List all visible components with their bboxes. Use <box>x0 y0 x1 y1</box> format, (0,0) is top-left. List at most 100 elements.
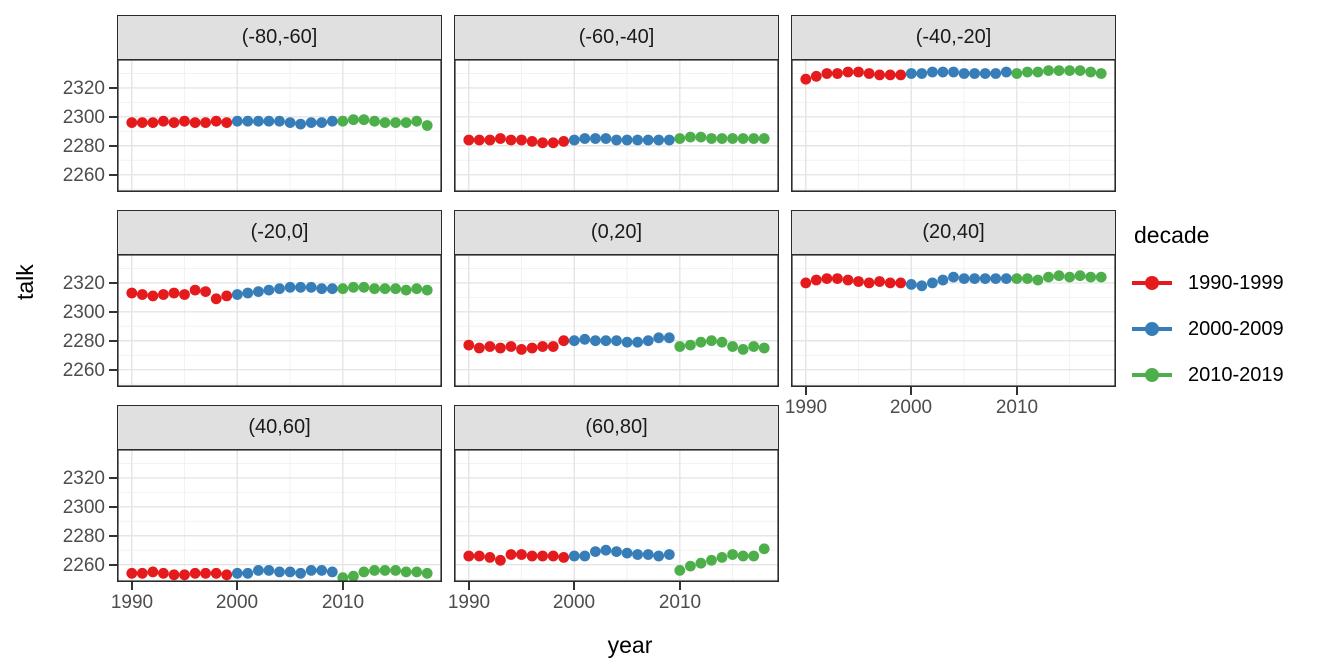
panel-plot-area <box>454 449 779 582</box>
data-point <box>189 117 201 128</box>
data-point <box>126 287 138 299</box>
y-axis-tick-label: 2260 <box>62 165 105 186</box>
data-point <box>505 341 517 352</box>
x-axis-tick-label: 1990 <box>447 592 491 613</box>
data-point <box>200 117 211 128</box>
data-point <box>147 117 159 128</box>
x-axis-tick <box>910 387 912 395</box>
data-point <box>210 293 222 305</box>
data-point <box>358 114 370 126</box>
y-axis-tick-label: 2280 <box>62 526 105 547</box>
data-point <box>126 117 138 128</box>
data-point <box>337 115 349 127</box>
data-point <box>948 271 959 283</box>
data-point <box>253 565 264 576</box>
data-point <box>421 120 433 131</box>
data-point <box>905 279 917 290</box>
data-point <box>253 286 264 297</box>
data-point <box>653 550 665 562</box>
data-point <box>927 277 938 289</box>
y-axis-tick <box>109 340 117 342</box>
panel-plot-area <box>117 449 442 582</box>
data-point <box>400 284 412 296</box>
legend-entry: 2010-2019 <box>1130 359 1284 391</box>
data-point <box>179 115 190 127</box>
data-point <box>600 335 612 347</box>
data-point <box>369 283 380 295</box>
data-point <box>737 550 749 562</box>
data-point <box>221 117 233 128</box>
facet-strip-title: (40,60] <box>117 405 442 450</box>
facet-strip-title: (-60,-40] <box>454 15 779 60</box>
legend-entry-label: 2000-2009 <box>1188 317 1284 340</box>
y-axis-tick-label: 2320 <box>62 468 105 489</box>
data-point <box>484 134 496 146</box>
x-axis-tick-label: 1990 <box>110 592 154 613</box>
facet-panel: (-20,0] 2260 2280 2300 2320 <box>63 210 442 387</box>
data-point <box>853 276 864 287</box>
data-point <box>473 342 485 354</box>
data-point <box>685 339 696 351</box>
data-point <box>611 134 622 146</box>
data-point <box>1085 66 1097 78</box>
data-point <box>505 549 517 560</box>
data-point <box>221 290 233 302</box>
data-point <box>547 137 559 149</box>
data-point <box>1053 270 1065 282</box>
data-point <box>1043 271 1054 283</box>
data-point <box>326 115 338 127</box>
data-point <box>674 341 686 352</box>
data-point <box>1064 65 1075 76</box>
data-point <box>390 117 401 128</box>
data-point <box>621 134 633 146</box>
data-point <box>516 549 527 560</box>
data-point <box>958 273 970 284</box>
data-point <box>463 550 475 562</box>
data-point <box>863 68 875 79</box>
data-point <box>263 565 275 576</box>
data-point <box>390 283 401 295</box>
x-axis-title: year <box>607 632 653 658</box>
data-point <box>305 281 317 293</box>
data-point <box>810 70 822 82</box>
data-point <box>579 133 591 144</box>
data-point <box>937 66 949 78</box>
data-point <box>400 117 412 128</box>
data-point <box>526 550 538 562</box>
y-axis-tick-label: 2260 <box>62 555 105 576</box>
panel-plot-area <box>117 254 442 387</box>
data-point <box>727 549 738 560</box>
data-point <box>1000 273 1012 284</box>
y-axis-tick-label: 2300 <box>62 302 105 323</box>
data-point <box>685 131 696 143</box>
facet-panel: (0,20] <box>454 210 779 387</box>
data-point <box>369 565 380 576</box>
data-point <box>948 66 959 78</box>
x-axis-tick-label: 2000 <box>552 592 596 613</box>
legend-key-icon <box>1132 322 1172 336</box>
y-axis-tick <box>109 477 117 479</box>
data-point <box>210 567 222 579</box>
data-point <box>642 134 654 146</box>
data-point <box>685 560 696 572</box>
data-point <box>305 117 317 128</box>
data-point <box>516 344 527 355</box>
data-point <box>316 283 328 295</box>
data-point <box>748 133 760 144</box>
y-axis-tick <box>109 506 117 508</box>
facet-panel: (-60,-40] <box>454 15 779 192</box>
data-point <box>231 115 243 127</box>
data-point <box>537 550 548 562</box>
facet-strip-title: (0,20] <box>454 210 779 255</box>
data-point <box>484 341 496 352</box>
data-point <box>1022 66 1033 78</box>
legend-entry-label: 1990-1999 <box>1188 271 1284 294</box>
data-point <box>1022 273 1033 284</box>
data-point <box>369 115 380 127</box>
data-point <box>358 281 370 293</box>
data-point <box>695 131 707 143</box>
data-point <box>611 335 622 347</box>
x-axis-tick <box>236 582 238 590</box>
x-axis-tick-label: 2010 <box>995 397 1039 418</box>
data-point <box>463 134 475 146</box>
